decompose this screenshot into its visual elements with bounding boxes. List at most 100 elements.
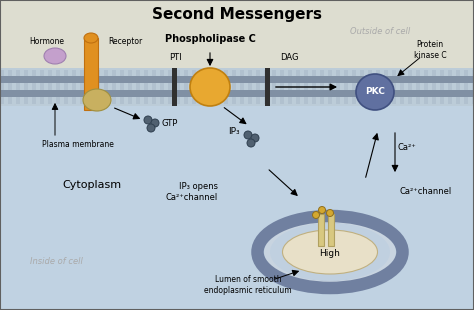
Text: Hormone: Hormone (29, 37, 64, 46)
Bar (368, 70, 372, 104)
Text: Outside of cell: Outside of cell (350, 28, 410, 37)
Text: DAG: DAG (280, 53, 299, 62)
Text: Second Messengers: Second Messengers (152, 7, 322, 21)
Text: Phospholipase C: Phospholipase C (164, 34, 255, 44)
Bar (0, 90, 474, 97)
Bar (80, 70, 84, 104)
Bar (328, 214, 334, 246)
Bar (408, 70, 412, 104)
Bar (32, 70, 36, 104)
Ellipse shape (83, 89, 111, 111)
Bar (416, 70, 420, 104)
Ellipse shape (44, 48, 66, 64)
Bar (184, 70, 188, 104)
Bar (72, 70, 76, 104)
Bar (136, 70, 140, 104)
Bar (272, 70, 276, 104)
Ellipse shape (247, 139, 255, 147)
Bar (448, 70, 452, 104)
Bar (120, 70, 124, 104)
Bar (296, 70, 300, 104)
Bar (216, 70, 220, 104)
Bar (112, 70, 116, 104)
Text: High: High (319, 250, 340, 259)
Bar (208, 70, 212, 104)
Text: IP₃: IP₃ (228, 127, 240, 136)
Bar (280, 70, 284, 104)
Bar (360, 70, 364, 104)
Bar (318, 214, 324, 246)
Bar (232, 70, 236, 104)
Bar (352, 70, 356, 104)
Text: Lumen of smooth
endoplasmic reticulum: Lumen of smooth endoplasmic reticulum (204, 275, 292, 295)
Ellipse shape (84, 33, 98, 43)
Bar (96, 70, 100, 104)
Ellipse shape (356, 74, 394, 110)
Bar (84, 38, 98, 110)
Bar (40, 70, 44, 104)
Bar (472, 70, 474, 104)
Bar (224, 70, 228, 104)
Bar (88, 70, 92, 104)
Bar (16, 70, 20, 104)
Bar (344, 70, 348, 104)
Text: Inside of cell: Inside of cell (30, 258, 83, 267)
Bar (376, 70, 380, 104)
Bar (288, 70, 292, 104)
Text: Cytoplasm: Cytoplasm (62, 180, 121, 190)
Bar (144, 70, 148, 104)
Bar (456, 70, 460, 104)
Bar (240, 70, 244, 104)
Bar (440, 70, 444, 104)
Bar (0, 68, 474, 106)
Bar (432, 70, 436, 104)
Bar (160, 70, 164, 104)
Ellipse shape (319, 206, 326, 214)
Text: Ca²⁺: Ca²⁺ (398, 144, 417, 153)
Bar (0, 0, 474, 95)
Bar (56, 70, 60, 104)
Text: Ca²⁺channel: Ca²⁺channel (400, 188, 452, 197)
Ellipse shape (147, 124, 155, 132)
Bar (328, 70, 332, 104)
Text: Receptor: Receptor (108, 37, 142, 46)
Bar (104, 70, 108, 104)
Ellipse shape (190, 68, 230, 106)
Bar (256, 70, 260, 104)
Bar (265, 68, 270, 106)
Ellipse shape (283, 230, 377, 274)
Ellipse shape (270, 223, 390, 281)
Bar (384, 70, 388, 104)
Ellipse shape (151, 119, 159, 127)
Bar (464, 70, 468, 104)
Bar (0, 76, 474, 83)
Bar (8, 70, 12, 104)
Bar (24, 70, 28, 104)
Ellipse shape (144, 116, 152, 124)
Bar (400, 70, 404, 104)
Text: PTI: PTI (169, 53, 182, 62)
Text: PKC: PKC (365, 87, 385, 96)
Ellipse shape (244, 131, 252, 139)
Bar (152, 70, 156, 104)
Text: Plasma membrane: Plasma membrane (42, 140, 114, 149)
Bar (200, 70, 204, 104)
Bar (248, 70, 252, 104)
Bar (424, 70, 428, 104)
Bar (48, 70, 52, 104)
Bar (264, 70, 268, 104)
Ellipse shape (327, 210, 334, 216)
Text: Protein
kinase C: Protein kinase C (414, 40, 447, 60)
Bar (64, 70, 68, 104)
Bar (176, 70, 180, 104)
Bar (192, 70, 196, 104)
Ellipse shape (312, 211, 319, 219)
Bar (304, 70, 308, 104)
Bar (0, 95, 474, 310)
Bar (320, 70, 324, 104)
Bar (168, 70, 172, 104)
Text: IP₃ opens
Ca²⁺channel: IP₃ opens Ca²⁺channel (166, 182, 218, 202)
Bar (392, 70, 396, 104)
Bar (312, 70, 316, 104)
Ellipse shape (251, 134, 259, 142)
